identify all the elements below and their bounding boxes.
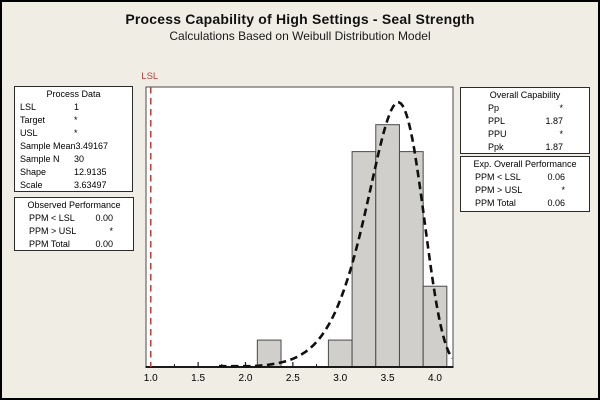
- stat-row: PPM < LSL 0.00: [15, 212, 133, 225]
- stat-row: Scale 3.63497: [15, 179, 132, 192]
- stat-label: PPM Total: [475, 198, 516, 208]
- observed-performance-panel: Observed Performance PPM < LSL 0.00 PPM >…: [14, 197, 134, 251]
- stat-label: Target: [20, 115, 46, 125]
- stat-row: PPM Total 0.06: [461, 197, 589, 210]
- stat-label: PPM > USL: [29, 226, 77, 236]
- exp-overall-performance-panel: Exp. Overall Performance PPM < LSL 0.06 P…: [460, 156, 590, 212]
- stat-row: PPM > USL *: [461, 184, 589, 197]
- panel-title: Overall Capability: [489, 90, 561, 100]
- weibull-fit-curve: [219, 101, 454, 368]
- stat-label: LSL: [20, 102, 37, 112]
- stat-value: 0.06: [547, 172, 565, 182]
- stat-value: *: [109, 226, 113, 236]
- histogram-bar: [375, 124, 400, 368]
- stat-label: PPM > USL: [475, 185, 523, 195]
- x-tick-label: 4.0: [428, 373, 442, 384]
- panel-title: Exp. Overall Performance: [473, 159, 577, 169]
- stat-row: USL *: [15, 127, 132, 140]
- process-data-panel: Process Data LSL 1 Target * USL * Sample Me…: [14, 86, 133, 192]
- stat-row: Sample N 30: [15, 153, 132, 166]
- panel-title: Observed Performance: [27, 200, 121, 210]
- stat-row: PPM Total 0.00: [15, 238, 133, 251]
- x-tick-label: 2.0: [239, 373, 253, 384]
- stat-value: 3.49167: [75, 141, 109, 151]
- stat-label: Shape: [20, 167, 47, 177]
- stat-row: LSL 1: [15, 101, 132, 114]
- stat-value: 12.9135: [74, 167, 107, 177]
- x-tick-label: 1.5: [191, 373, 205, 384]
- stat-label: USL: [20, 128, 38, 138]
- histogram-bar: [351, 151, 377, 368]
- stat-value: *: [559, 129, 563, 139]
- x-tick-label: 3.0: [333, 373, 347, 384]
- stat-row: Sample Mean 3.49167: [15, 140, 132, 153]
- histogram-bar: [327, 339, 353, 368]
- stat-row: Ppk 1.87: [461, 141, 589, 154]
- stat-label: Ppk: [488, 142, 504, 152]
- stat-label: Sample N: [20, 154, 60, 164]
- stat-label: Scale: [20, 180, 43, 190]
- stat-value: *: [74, 128, 78, 138]
- stat-value: *: [74, 115, 78, 125]
- x-tick-label: 1.0: [144, 373, 158, 384]
- stat-label: Pp: [488, 103, 500, 113]
- stat-value: 0.00: [95, 213, 113, 223]
- stat-row: Target *: [15, 114, 132, 127]
- stat-value: 30: [74, 154, 85, 164]
- stat-label: PPM < LSL: [475, 172, 521, 182]
- panel-title: Process Data: [46, 89, 101, 99]
- stat-row: Shape 12.9135: [15, 166, 132, 179]
- stat-value: 1: [74, 102, 80, 112]
- stat-label: PPU: [488, 129, 507, 139]
- x-tick-label: 3.5: [381, 373, 395, 384]
- overall-capability-panel: Overall Capability Pp * PPL 1.87 PPU * Ppk 1…: [460, 87, 590, 154]
- stat-value: *: [561, 185, 565, 195]
- page-title: Process Capability of High Settings - Se…: [125, 11, 475, 27]
- stat-row: PPM < LSL 0.06: [461, 171, 589, 184]
- stat-row: PPU *: [461, 128, 589, 141]
- stat-label: PPM Total: [29, 239, 70, 249]
- stat-value: *: [559, 103, 563, 113]
- stat-value: 1.87: [545, 142, 563, 152]
- stat-label: PPL: [488, 116, 506, 126]
- lsl-label: LSL: [141, 71, 158, 82]
- stat-row: PPL 1.87: [461, 115, 589, 128]
- x-tick-label: 2.5: [286, 373, 300, 384]
- histogram-bar: [422, 285, 448, 368]
- histogram-bar: [256, 339, 282, 368]
- stat-label: Sample Mean: [20, 141, 76, 151]
- stat-value: 1.87: [545, 116, 563, 126]
- stat-value: 0.06: [547, 198, 565, 208]
- stat-row: Pp *: [461, 102, 589, 115]
- stat-label: PPM < LSL: [29, 213, 75, 223]
- stat-value: 3.63497: [74, 180, 107, 190]
- page-subtitle: Calculations Based on Weibull Distributi…: [169, 29, 431, 43]
- stat-row: PPM > USL *: [15, 225, 133, 238]
- stat-value: 0.00: [95, 239, 113, 249]
